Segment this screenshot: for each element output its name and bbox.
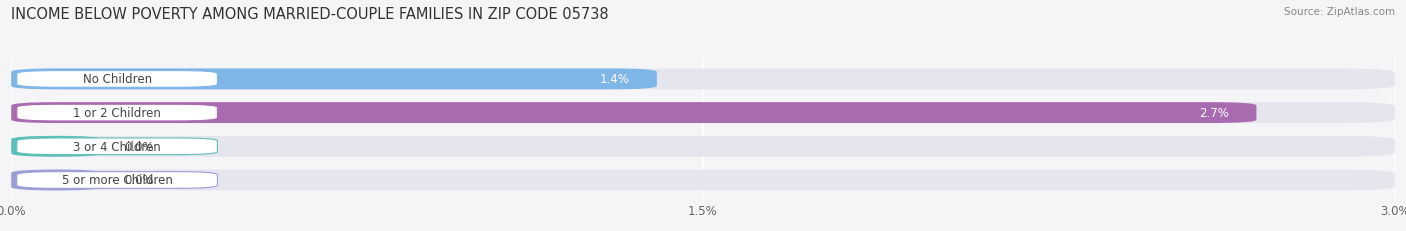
Text: 5 or more Children: 5 or more Children bbox=[62, 174, 173, 187]
FancyBboxPatch shape bbox=[17, 105, 218, 122]
Text: 0.0%: 0.0% bbox=[124, 174, 153, 187]
FancyBboxPatch shape bbox=[11, 69, 1395, 90]
Text: 3 or 4 Children: 3 or 4 Children bbox=[73, 140, 160, 153]
Text: No Children: No Children bbox=[83, 73, 152, 86]
FancyBboxPatch shape bbox=[11, 170, 101, 191]
FancyBboxPatch shape bbox=[11, 170, 1395, 191]
FancyBboxPatch shape bbox=[11, 136, 101, 157]
FancyBboxPatch shape bbox=[11, 103, 1257, 124]
Text: Source: ZipAtlas.com: Source: ZipAtlas.com bbox=[1284, 7, 1395, 17]
FancyBboxPatch shape bbox=[11, 136, 1395, 157]
FancyBboxPatch shape bbox=[11, 103, 1395, 124]
Text: 1.4%: 1.4% bbox=[599, 73, 630, 86]
FancyBboxPatch shape bbox=[17, 138, 218, 155]
Text: 0.0%: 0.0% bbox=[124, 140, 153, 153]
FancyBboxPatch shape bbox=[17, 71, 218, 88]
Text: 2.7%: 2.7% bbox=[1199, 107, 1229, 120]
Text: 1 or 2 Children: 1 or 2 Children bbox=[73, 107, 162, 120]
FancyBboxPatch shape bbox=[17, 172, 218, 188]
FancyBboxPatch shape bbox=[11, 69, 657, 90]
Text: INCOME BELOW POVERTY AMONG MARRIED-COUPLE FAMILIES IN ZIP CODE 05738: INCOME BELOW POVERTY AMONG MARRIED-COUPL… bbox=[11, 7, 609, 22]
